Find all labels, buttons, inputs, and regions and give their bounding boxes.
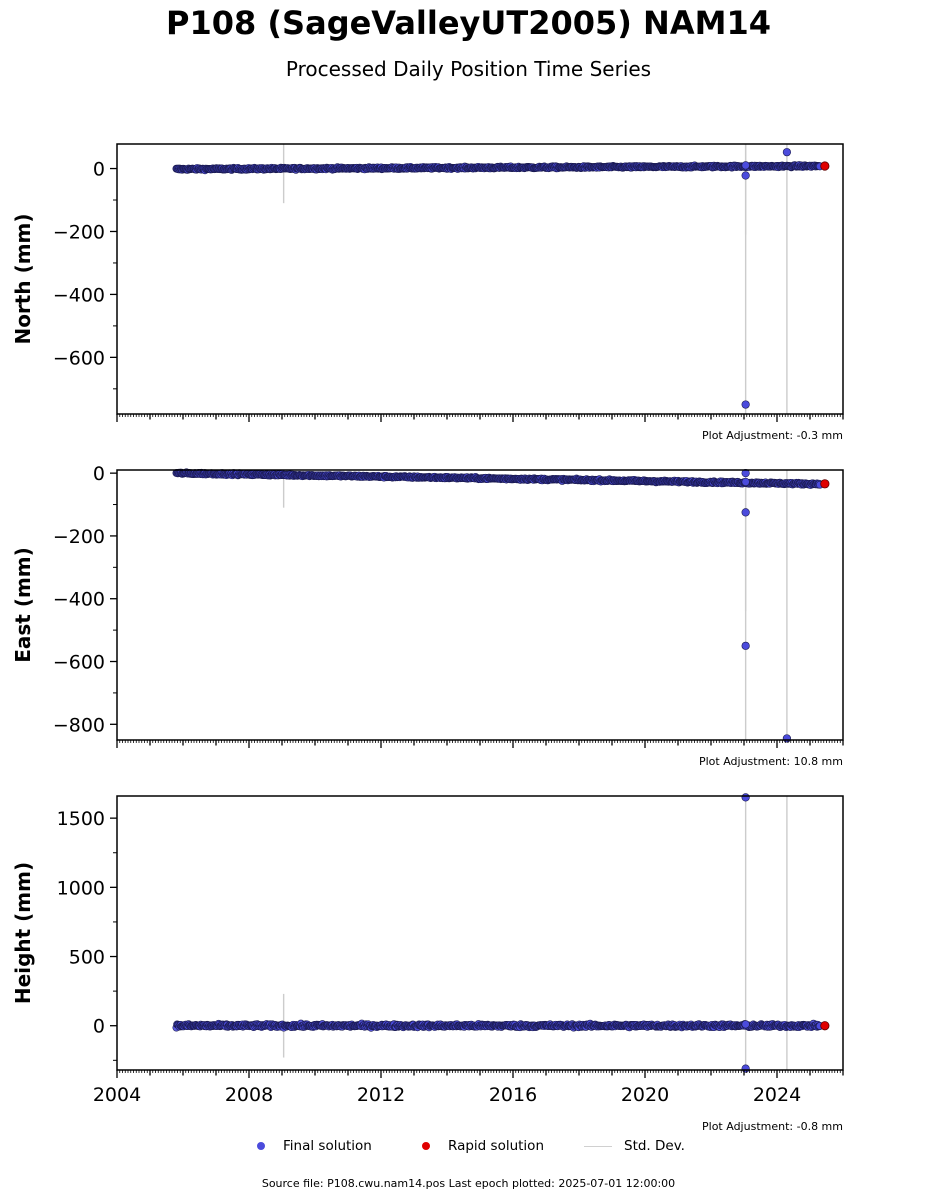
y-axis-label: North (mm) xyxy=(11,213,35,344)
final-outlier-point xyxy=(741,508,750,517)
final-outlier-point xyxy=(782,148,792,157)
x-tick-label: 2024 xyxy=(753,1084,801,1106)
x-tick-label: 2008 xyxy=(225,1084,273,1106)
legend-stddev-swatch xyxy=(584,1145,612,1147)
legend-final-label: Final solution xyxy=(283,1138,372,1154)
y-tick-label: 0 xyxy=(93,159,105,181)
source-footer: Source file: P108.cwu.nam14.pos Last epo… xyxy=(261,1177,676,1190)
chart-title: P108 (SageValleyUT2005) NAM14 xyxy=(166,4,771,42)
y-tick-label: 0 xyxy=(93,1016,105,1038)
final-outlier-point xyxy=(741,793,750,802)
legend-rapid-label: Rapid solution xyxy=(448,1138,544,1154)
legend-final: Final solution xyxy=(257,1138,372,1154)
x-tick-label: 2012 xyxy=(357,1084,405,1106)
final-outlier-point xyxy=(741,477,750,487)
x-tick-label: 2020 xyxy=(621,1084,669,1106)
y-tick-label: −200 xyxy=(53,221,105,243)
y-tick-label: 1500 xyxy=(57,808,105,830)
final-outlier-point xyxy=(741,400,750,409)
legend-rapid-marker xyxy=(422,1142,430,1150)
legend-rapid: Rapid solution xyxy=(422,1138,544,1154)
final-outlier-point xyxy=(741,1064,750,1073)
final-outlier-point xyxy=(741,641,750,650)
legend-stddev: Std. Dev. xyxy=(584,1138,685,1154)
axes-frame xyxy=(116,469,844,741)
chart-subtitle: Processed Daily Position Time Series xyxy=(285,57,652,81)
rapid-point xyxy=(820,161,830,171)
y-tick-label: 1000 xyxy=(57,877,105,899)
final-outlier-point xyxy=(741,161,750,170)
plot-adjustment-note: Plot Adjustment: 10.8 mm xyxy=(699,755,843,768)
y-tick-label: −600 xyxy=(53,652,105,674)
plot-adjustment-note: Plot Adjustment: -0.3 mm xyxy=(702,429,843,442)
y-tick-label: −200 xyxy=(53,526,105,548)
y-tick-label: 500 xyxy=(69,947,105,969)
legend-stddev-label: Std. Dev. xyxy=(624,1138,685,1154)
final-outlier-point xyxy=(741,171,750,180)
plot-adjustment-note: Plot Adjustment: -0.8 mm xyxy=(702,1120,843,1133)
panel-0: 0 −200 −400 −600 North (mm) Plot Adjustment: … xyxy=(11,143,844,442)
y-tick-label: −400 xyxy=(53,589,105,611)
rapid-point xyxy=(820,479,830,489)
y-tick-label: −600 xyxy=(53,347,105,369)
y-tick-label: 0 xyxy=(93,463,105,485)
y-axis-label: East (mm) xyxy=(11,547,35,663)
legend-final-marker xyxy=(257,1142,265,1150)
y-axis-label: Height (mm) xyxy=(11,862,35,1004)
final-outlier-point xyxy=(741,1020,750,1029)
y-tick-label: −800 xyxy=(53,714,105,736)
x-tick-label: 2016 xyxy=(489,1084,537,1106)
panel-1: 0 −200 −400 −600 −800 East (mm) Plot Adjustmen… xyxy=(11,463,844,768)
x-tick-label: 2004 xyxy=(93,1084,141,1106)
legend: Final solution Rapid solution Std. Dev. xyxy=(0,1138,937,1158)
panel-2: 0 500 1000 1500 2004 2008 2012 2016 2020 2024 Heig… xyxy=(11,793,844,1133)
y-tick-label: −400 xyxy=(53,284,105,306)
axes-frame xyxy=(116,143,844,415)
rapid-point xyxy=(820,1021,830,1031)
final-outlier-point xyxy=(782,734,792,743)
